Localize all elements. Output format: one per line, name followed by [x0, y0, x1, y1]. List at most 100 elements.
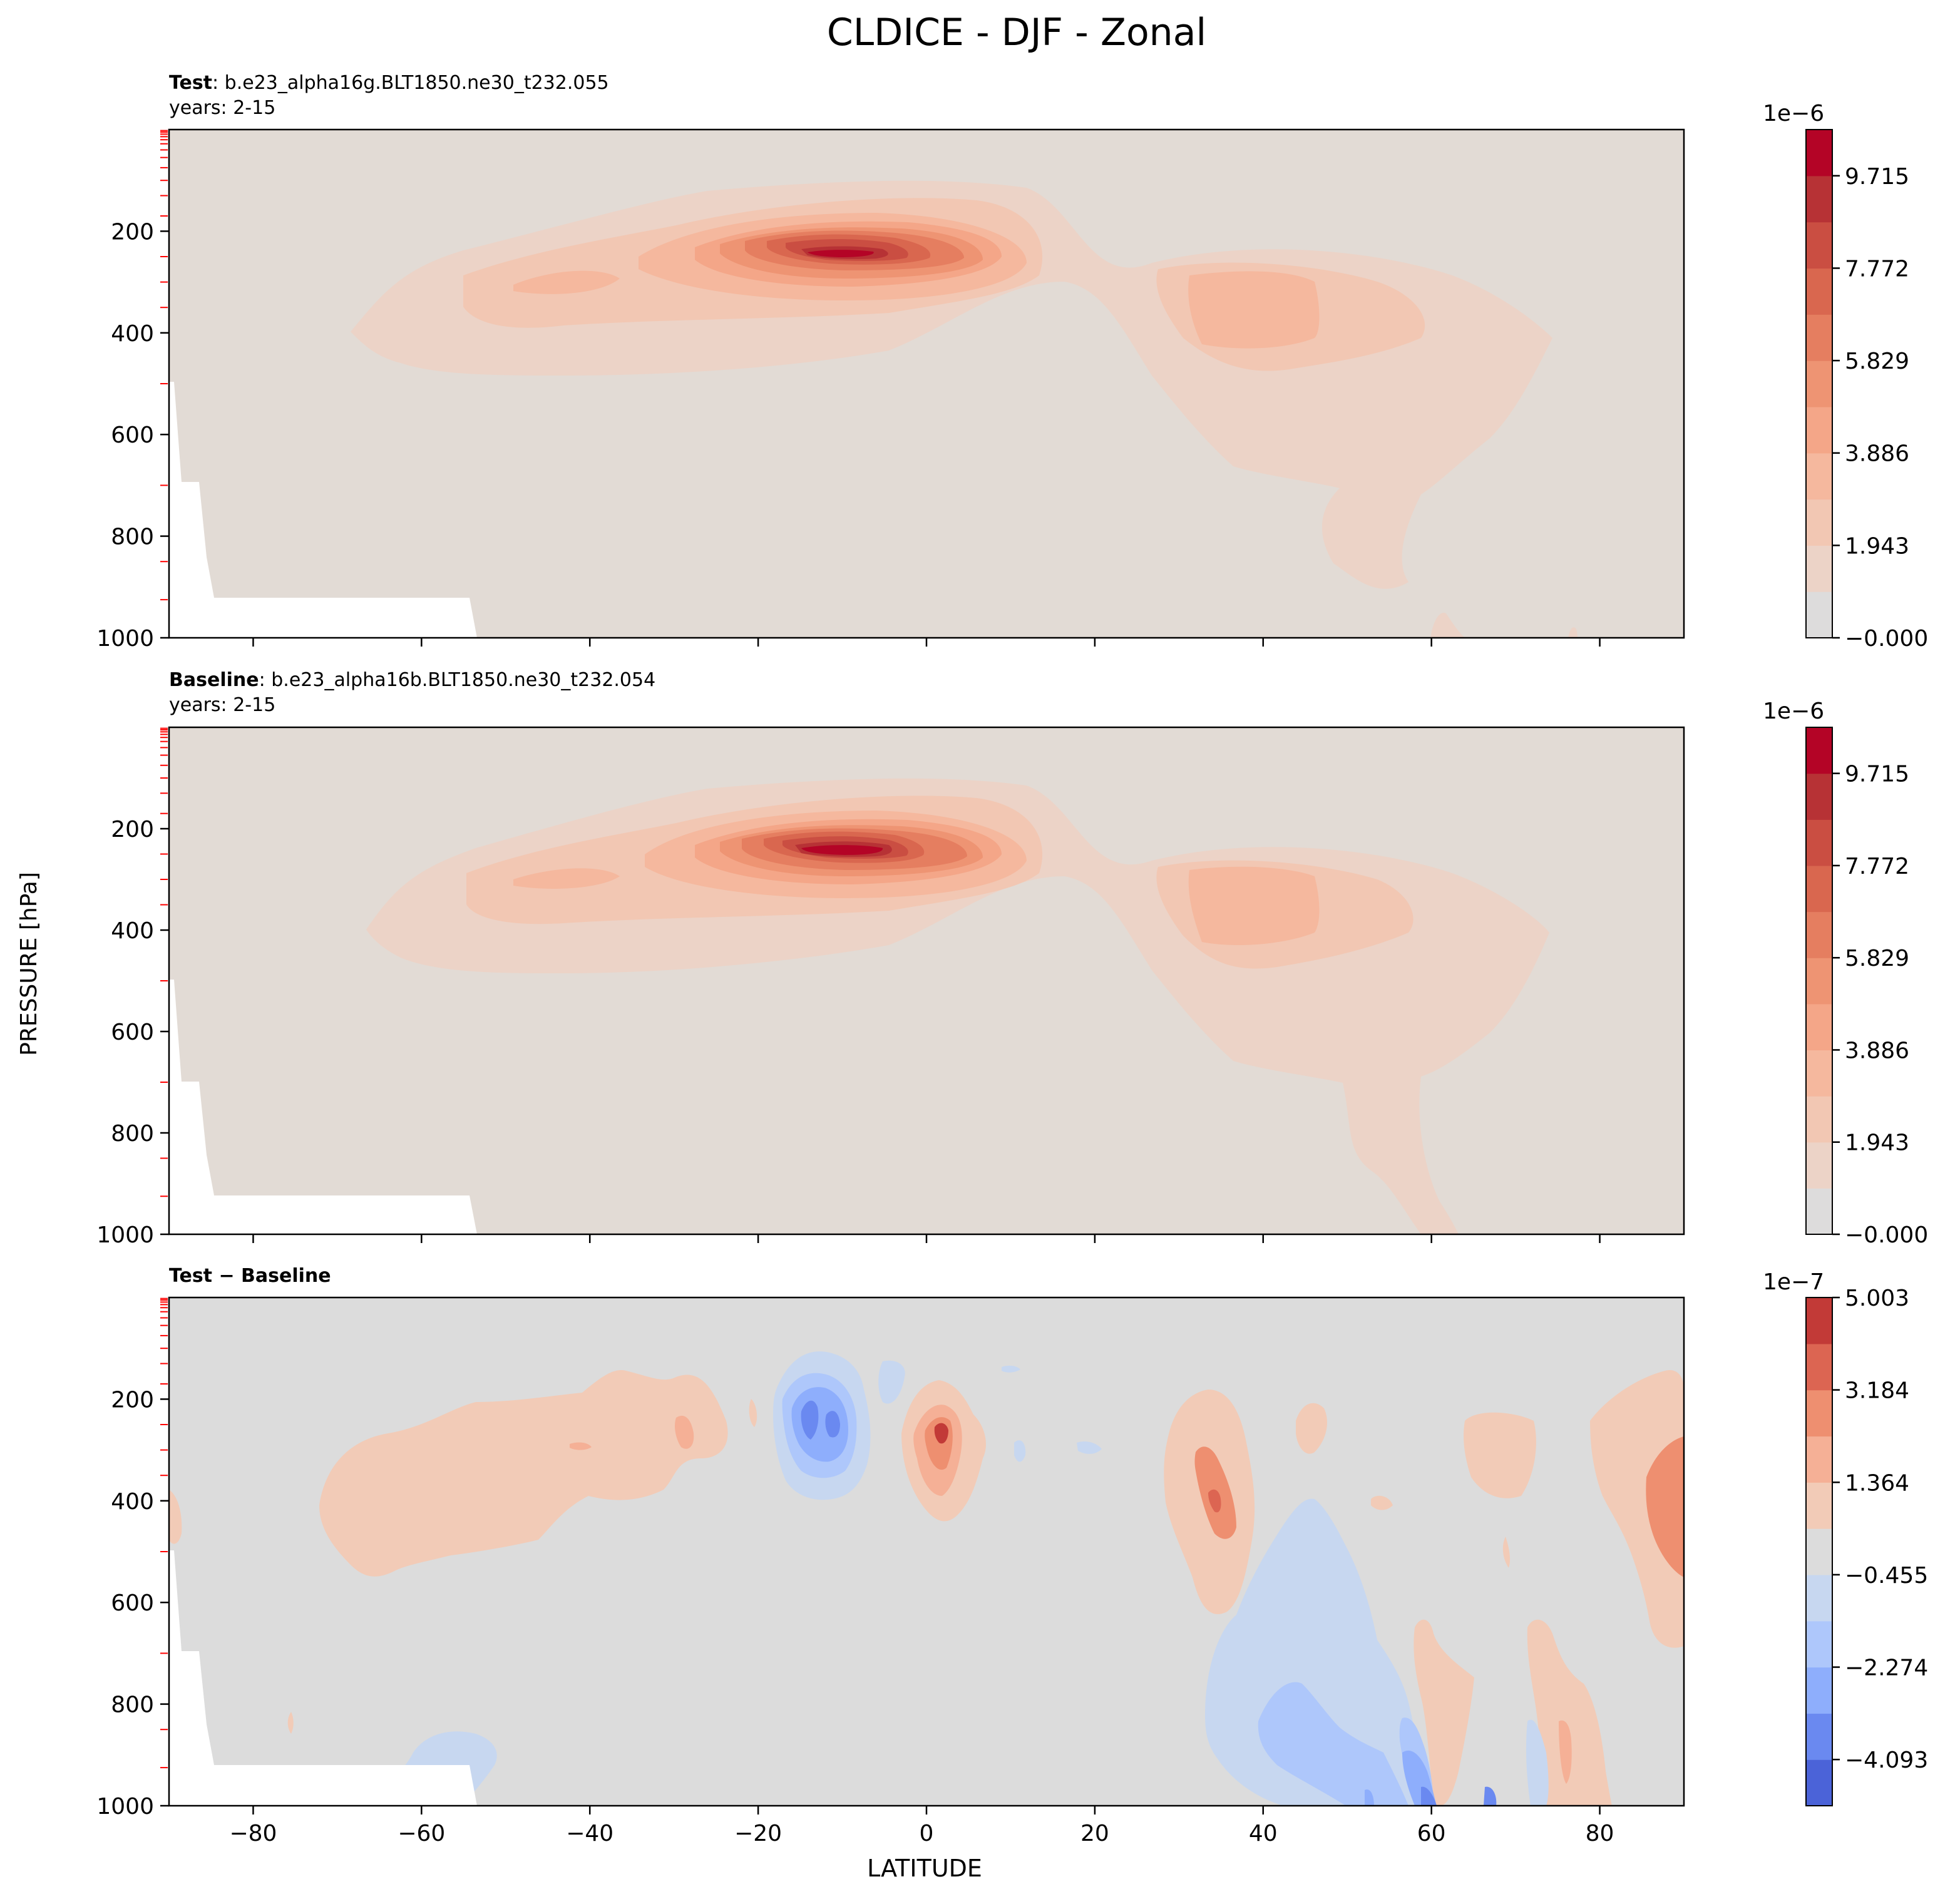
diff-negative-tropical-4	[801, 1400, 840, 1440]
colorbar-level	[1806, 1390, 1832, 1437]
panel-test-label-bold: Test	[169, 72, 212, 94]
x-tick-label: 20	[1080, 1821, 1109, 1846]
colorbar-level	[1806, 865, 1832, 913]
colorbar-tick-label: 7.772	[1845, 854, 1909, 879]
colorbar-tick-label: 5.829	[1845, 946, 1909, 971]
colorbar-level	[1806, 773, 1832, 820]
colorbar-level	[1806, 958, 1832, 1005]
y-tick-label: 1000	[96, 1222, 154, 1248]
diff-positive-nh-upper	[1464, 1370, 1684, 1648]
x-tick-label: 40	[1249, 1821, 1278, 1846]
panel-difference-colorbar-levels	[1806, 1298, 1832, 1806]
colorbar-level	[1806, 1436, 1832, 1483]
colorbar-level	[1806, 314, 1832, 361]
y-tick-label: 800	[111, 1121, 154, 1147]
colorbar-level	[1806, 175, 1832, 223]
y-tick-label: 400	[111, 918, 154, 944]
x-tick-label: −80	[229, 1821, 277, 1846]
panel-baseline-colorbar-exponent: 1e−6	[1763, 699, 1824, 724]
colorbar-level	[1806, 1620, 1832, 1668]
x-tick-label: 60	[1417, 1821, 1446, 1846]
colorbar-level	[1806, 268, 1832, 315]
test-surface-patch	[1430, 613, 1578, 638]
panel-test-label-case: : b.e23_alpha16g.BLT1850.ne30_t232.055	[212, 72, 609, 94]
y-tick-label: 600	[111, 422, 154, 448]
panel-test-x-axis	[252, 638, 1601, 647]
colorbar-level	[1806, 1528, 1832, 1575]
panel-baseline-colorbar-ticks: 9.715 7.772 5.829 3.886 1.943 −0.000	[1832, 762, 1928, 1248]
colorbar-level	[1806, 1188, 1832, 1235]
panel-baseline-colorbar: 1e−6 9.715 7.772 5.829 3.886 1.943 −0.000	[1763, 699, 1928, 1248]
figure-title: CLDICE - DJF - Zonal	[827, 11, 1206, 54]
panel-baseline-years: years: 2-15	[169, 694, 275, 716]
colorbar-tick-label: 9.715	[1845, 164, 1909, 190]
colorbar-level	[1806, 1142, 1832, 1189]
colorbar-tick-label: −0.000	[1845, 626, 1928, 652]
panel-difference-colorbar-exponent: 1e−7	[1763, 1269, 1824, 1295]
panel-baseline-x-axis	[252, 1234, 1601, 1243]
y-tick-label: 400	[111, 321, 154, 347]
baseline-topography-mask	[169, 980, 477, 1234]
colorbar-level	[1806, 453, 1832, 500]
colorbar-tick-label: −2.274	[1845, 1656, 1928, 1681]
colorbar-tick-label: 9.715	[1845, 762, 1909, 787]
colorbar-level	[1806, 1003, 1832, 1051]
diff-negative-nh-lower-3	[1365, 1750, 1437, 1806]
colorbar-tick-label: 1.943	[1845, 1130, 1909, 1156]
diff-positive-polar	[1646, 1436, 1684, 1577]
colorbar-tick-label: 1.364	[1845, 1470, 1909, 1496]
colorbar-level	[1806, 545, 1832, 592]
panel-difference-colorbar: 1e−7 5.003 3.184 1.364 −0.455 −2.274 −4.093	[1763, 1269, 1928, 1806]
panel-test-years: years: 2-15	[169, 97, 275, 119]
colorbar-tick-label: −0.000	[1845, 1222, 1928, 1248]
panel-difference-field	[169, 1298, 1684, 1806]
panel-test-label: Test: b.e23_alpha16g.BLT1850.ne30_t232.0…	[169, 72, 609, 94]
colorbar-level	[1806, 499, 1832, 546]
colorbar-level	[1806, 406, 1832, 454]
colorbar-tick-label: 5.003	[1845, 1286, 1909, 1311]
panel-baseline-label-bold: Baseline	[169, 669, 259, 691]
panel-test-colorbar-frame	[1805, 129, 1833, 638]
panel-baseline-label: Baseline: b.e23_alpha16b.BLT1850.ne30_t2…	[169, 669, 655, 691]
colorbar-level	[1806, 1713, 1832, 1760]
colorbar-level	[1806, 1482, 1832, 1529]
x-tick-label: 80	[1586, 1821, 1614, 1846]
panel-baseline-colorbar-levels	[1806, 727, 1832, 1235]
colorbar-level	[1806, 1343, 1832, 1391]
y-tick-label: 800	[111, 1692, 154, 1718]
colorbar-tick-label: 5.829	[1845, 349, 1909, 374]
baseline-level-10	[801, 845, 883, 855]
colorbar-tick-label: 3.886	[1845, 441, 1909, 467]
colorbar-tick-label: 3.184	[1845, 1378, 1909, 1404]
colorbar-level	[1806, 222, 1832, 269]
colorbar-tick-label: 7.772	[1845, 256, 1909, 282]
panel-test-colorbar-levels	[1806, 130, 1832, 638]
test-topography-mask	[169, 382, 477, 638]
diff-positive-nh-midlat-3	[1208, 1489, 1221, 1513]
panel-baseline-field	[169, 727, 1684, 1234]
colorbar-level	[1806, 130, 1832, 177]
x-tick-label: 0	[920, 1821, 934, 1846]
panel-test-colorbar: 1e−6 9.715 7.772 5.829 3.886 1.943 −0.000	[1763, 101, 1928, 652]
colorbar-tick-label: 3.886	[1845, 1038, 1909, 1063]
y-tick-label: 200	[111, 817, 154, 842]
y-tick-label: 800	[111, 525, 154, 550]
colorbar-level	[1806, 727, 1832, 774]
x-tick-label: −20	[734, 1821, 782, 1846]
panel-difference-colorbar-ticks: 5.003 3.184 1.364 −0.455 −2.274 −4.093	[1832, 1286, 1928, 1773]
panel-difference: Test − Baseline	[96, 1265, 1928, 1846]
y-tick-label: 400	[111, 1489, 154, 1515]
diff-positive-equatorial-4	[934, 1423, 948, 1444]
y-tick-label: 200	[111, 219, 154, 245]
diff-negative-small	[1002, 1365, 1102, 1462]
test-level-10	[808, 250, 874, 257]
diff-negative-nh-lower-4	[1421, 1786, 1497, 1806]
y-tick-label: 1000	[96, 1794, 154, 1820]
panel-test-y-axis: 200 400 600 800 1000	[96, 130, 169, 652]
diff-positive-nh-lower-2	[1559, 1720, 1572, 1784]
panel-test-field	[169, 130, 1684, 638]
y-tick-label: 1000	[96, 626, 154, 652]
colorbar-level	[1806, 1050, 1832, 1097]
panel-difference-y-axis: 200 400 600 800 1000	[96, 1298, 169, 1820]
diff-positive-sh-band	[319, 1370, 728, 1577]
